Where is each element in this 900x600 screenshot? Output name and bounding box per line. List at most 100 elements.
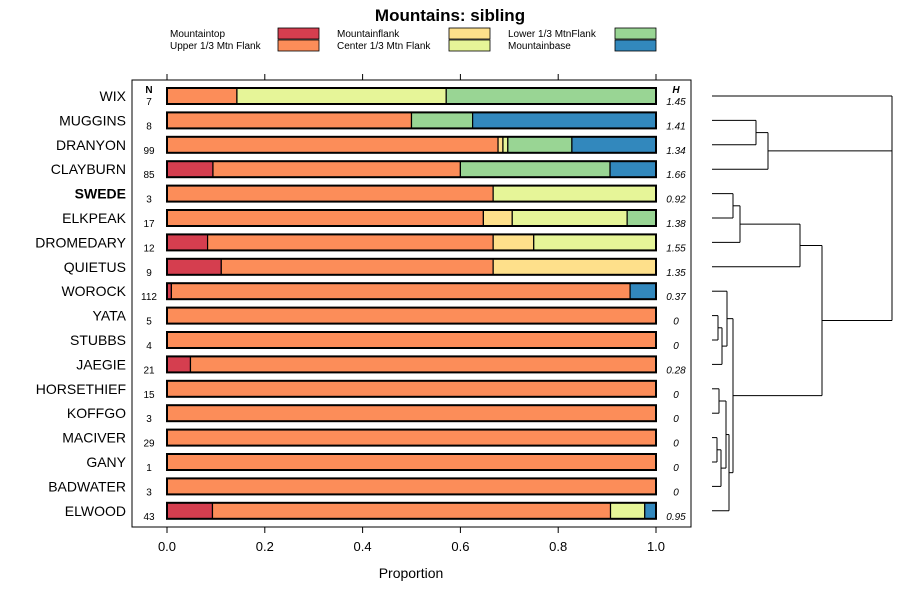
legend-swatch <box>448 39 491 52</box>
row-label: WOROCK <box>61 283 126 299</box>
row-label: YATA <box>93 308 127 324</box>
row-h-value: 0 <box>673 487 679 498</box>
bar-segment <box>189 355 657 373</box>
bar-segment <box>220 258 494 276</box>
row-n-value: 3 <box>146 487 152 498</box>
row-h-value: 1.66 <box>666 170 686 181</box>
row-n-value: 43 <box>143 512 155 523</box>
row-h-value: 1.55 <box>666 243 686 254</box>
row-label: ELKPEAK <box>62 210 126 226</box>
h-column-header: H <box>672 85 680 96</box>
row-n-value: 29 <box>143 439 155 450</box>
bar-segment <box>492 233 535 251</box>
bar-segment <box>497 136 504 154</box>
x-tick-label: 0.0 <box>158 539 176 554</box>
bar-segment <box>571 136 657 154</box>
x-axis: 0.0 0.2 0.4 0.6 0.8 1.0 <box>158 74 665 554</box>
bar-outline <box>166 428 657 447</box>
bar-row: WIX 7 1.45 <box>100 87 686 108</box>
row-label: JAEGIE <box>76 356 126 372</box>
legend-label: Upper 1/3 Mtn Flank <box>170 41 262 52</box>
row-label: KOFFGO <box>67 405 126 421</box>
bar-outline <box>166 135 657 154</box>
bar-row: YATA 5 0 <box>93 306 679 328</box>
row-h-value: 0 <box>673 317 679 328</box>
bar-segment <box>644 502 657 520</box>
row-n-value: 8 <box>146 121 152 132</box>
bar-outline <box>166 355 657 374</box>
row-label: MUGGINS <box>59 112 126 128</box>
row-n-value: 15 <box>143 390 155 401</box>
bar-segment <box>472 111 657 130</box>
row-h-value: 0 <box>673 439 679 450</box>
bar-outline <box>166 111 657 130</box>
bar-outline <box>166 282 657 301</box>
bar-segment <box>166 258 222 276</box>
bar-segment <box>166 160 214 178</box>
bar-segment <box>609 160 657 178</box>
bar-segment <box>166 307 657 325</box>
legend-label: Mountainbase <box>508 41 571 52</box>
row-h-value: 1.38 <box>666 219 686 230</box>
bar-segment <box>609 502 646 520</box>
bar-outline <box>166 501 657 520</box>
bar-segment <box>166 136 499 154</box>
x-axis-label: Proportion <box>379 565 444 581</box>
x-tick-label: 0.2 <box>256 539 274 554</box>
row-label: GANY <box>86 454 126 470</box>
bar-segment <box>211 502 612 520</box>
row-label: HORSETHIEF <box>36 381 126 397</box>
bar-row: JAEGIE 21 0.28 <box>76 355 686 376</box>
legend-swatch <box>448 27 491 40</box>
plot-frame <box>131 79 692 528</box>
chart-title: Mountains: sibling <box>375 6 525 25</box>
row-label: STUBBS <box>70 332 126 348</box>
bar-row: DRANYON 99 1.34 <box>56 135 686 157</box>
bar-rows: WIX 7 1.45 MUGGINS 8 1.41 DRANYON 99 1.34 CLAYBUR… <box>35 87 686 523</box>
bar-row: DROMEDARY 12 1.55 <box>35 233 686 254</box>
row-h-value: 0.37 <box>666 292 686 303</box>
bar-segment <box>166 453 657 471</box>
bar-segment <box>166 87 238 105</box>
x-tick-label: 0.6 <box>451 539 469 554</box>
bar-outline <box>166 453 657 471</box>
row-label: CLAYBURN <box>51 161 126 177</box>
bar-segment <box>166 209 484 227</box>
x-tick-label: 0.4 <box>354 539 372 554</box>
row-n-value: 3 <box>146 414 152 425</box>
bar-segment <box>166 477 657 495</box>
bar-row: MACIVER 29 0 <box>62 428 679 450</box>
legend-label: Center 1/3 Mtn Flank <box>337 41 431 52</box>
bar-outline <box>166 257 657 276</box>
bar-segment <box>236 87 447 105</box>
bar-row: SWEDE 3 0.92 <box>75 184 686 206</box>
row-h-value: 0.95 <box>666 512 686 523</box>
bar-outline <box>166 160 657 179</box>
bar-row: ELWOOD 43 0.95 <box>65 501 686 523</box>
row-h-value: 0.28 <box>666 365 686 376</box>
bar-outline <box>166 404 657 423</box>
row-n-value: 99 <box>143 146 155 157</box>
row-h-value: 1.35 <box>666 268 686 279</box>
bar-row: GANY 1 0 <box>86 453 679 474</box>
bar-row: WOROCK 112 0.37 <box>61 282 686 303</box>
row-label: QUIETUS <box>64 259 126 275</box>
bar-outline <box>166 209 657 227</box>
row-h-value: 0 <box>673 414 679 425</box>
bar-segment <box>459 160 611 178</box>
bar-segment <box>166 185 494 203</box>
row-label: WIX <box>100 88 127 104</box>
bar-segment <box>502 136 509 154</box>
bar-segment <box>626 209 657 227</box>
row-n-value: 4 <box>146 341 152 352</box>
bar-segment <box>170 282 631 300</box>
row-n-value: 3 <box>146 195 152 206</box>
bar-outline <box>166 87 657 105</box>
bar-row: HORSETHIEF 15 0 <box>36 379 679 401</box>
bar-segment <box>166 380 657 398</box>
row-h-value: 1.45 <box>666 97 686 108</box>
legend-label: Mountainflank <box>337 29 400 40</box>
bar-segment <box>492 258 657 276</box>
bar-segment <box>166 355 192 373</box>
